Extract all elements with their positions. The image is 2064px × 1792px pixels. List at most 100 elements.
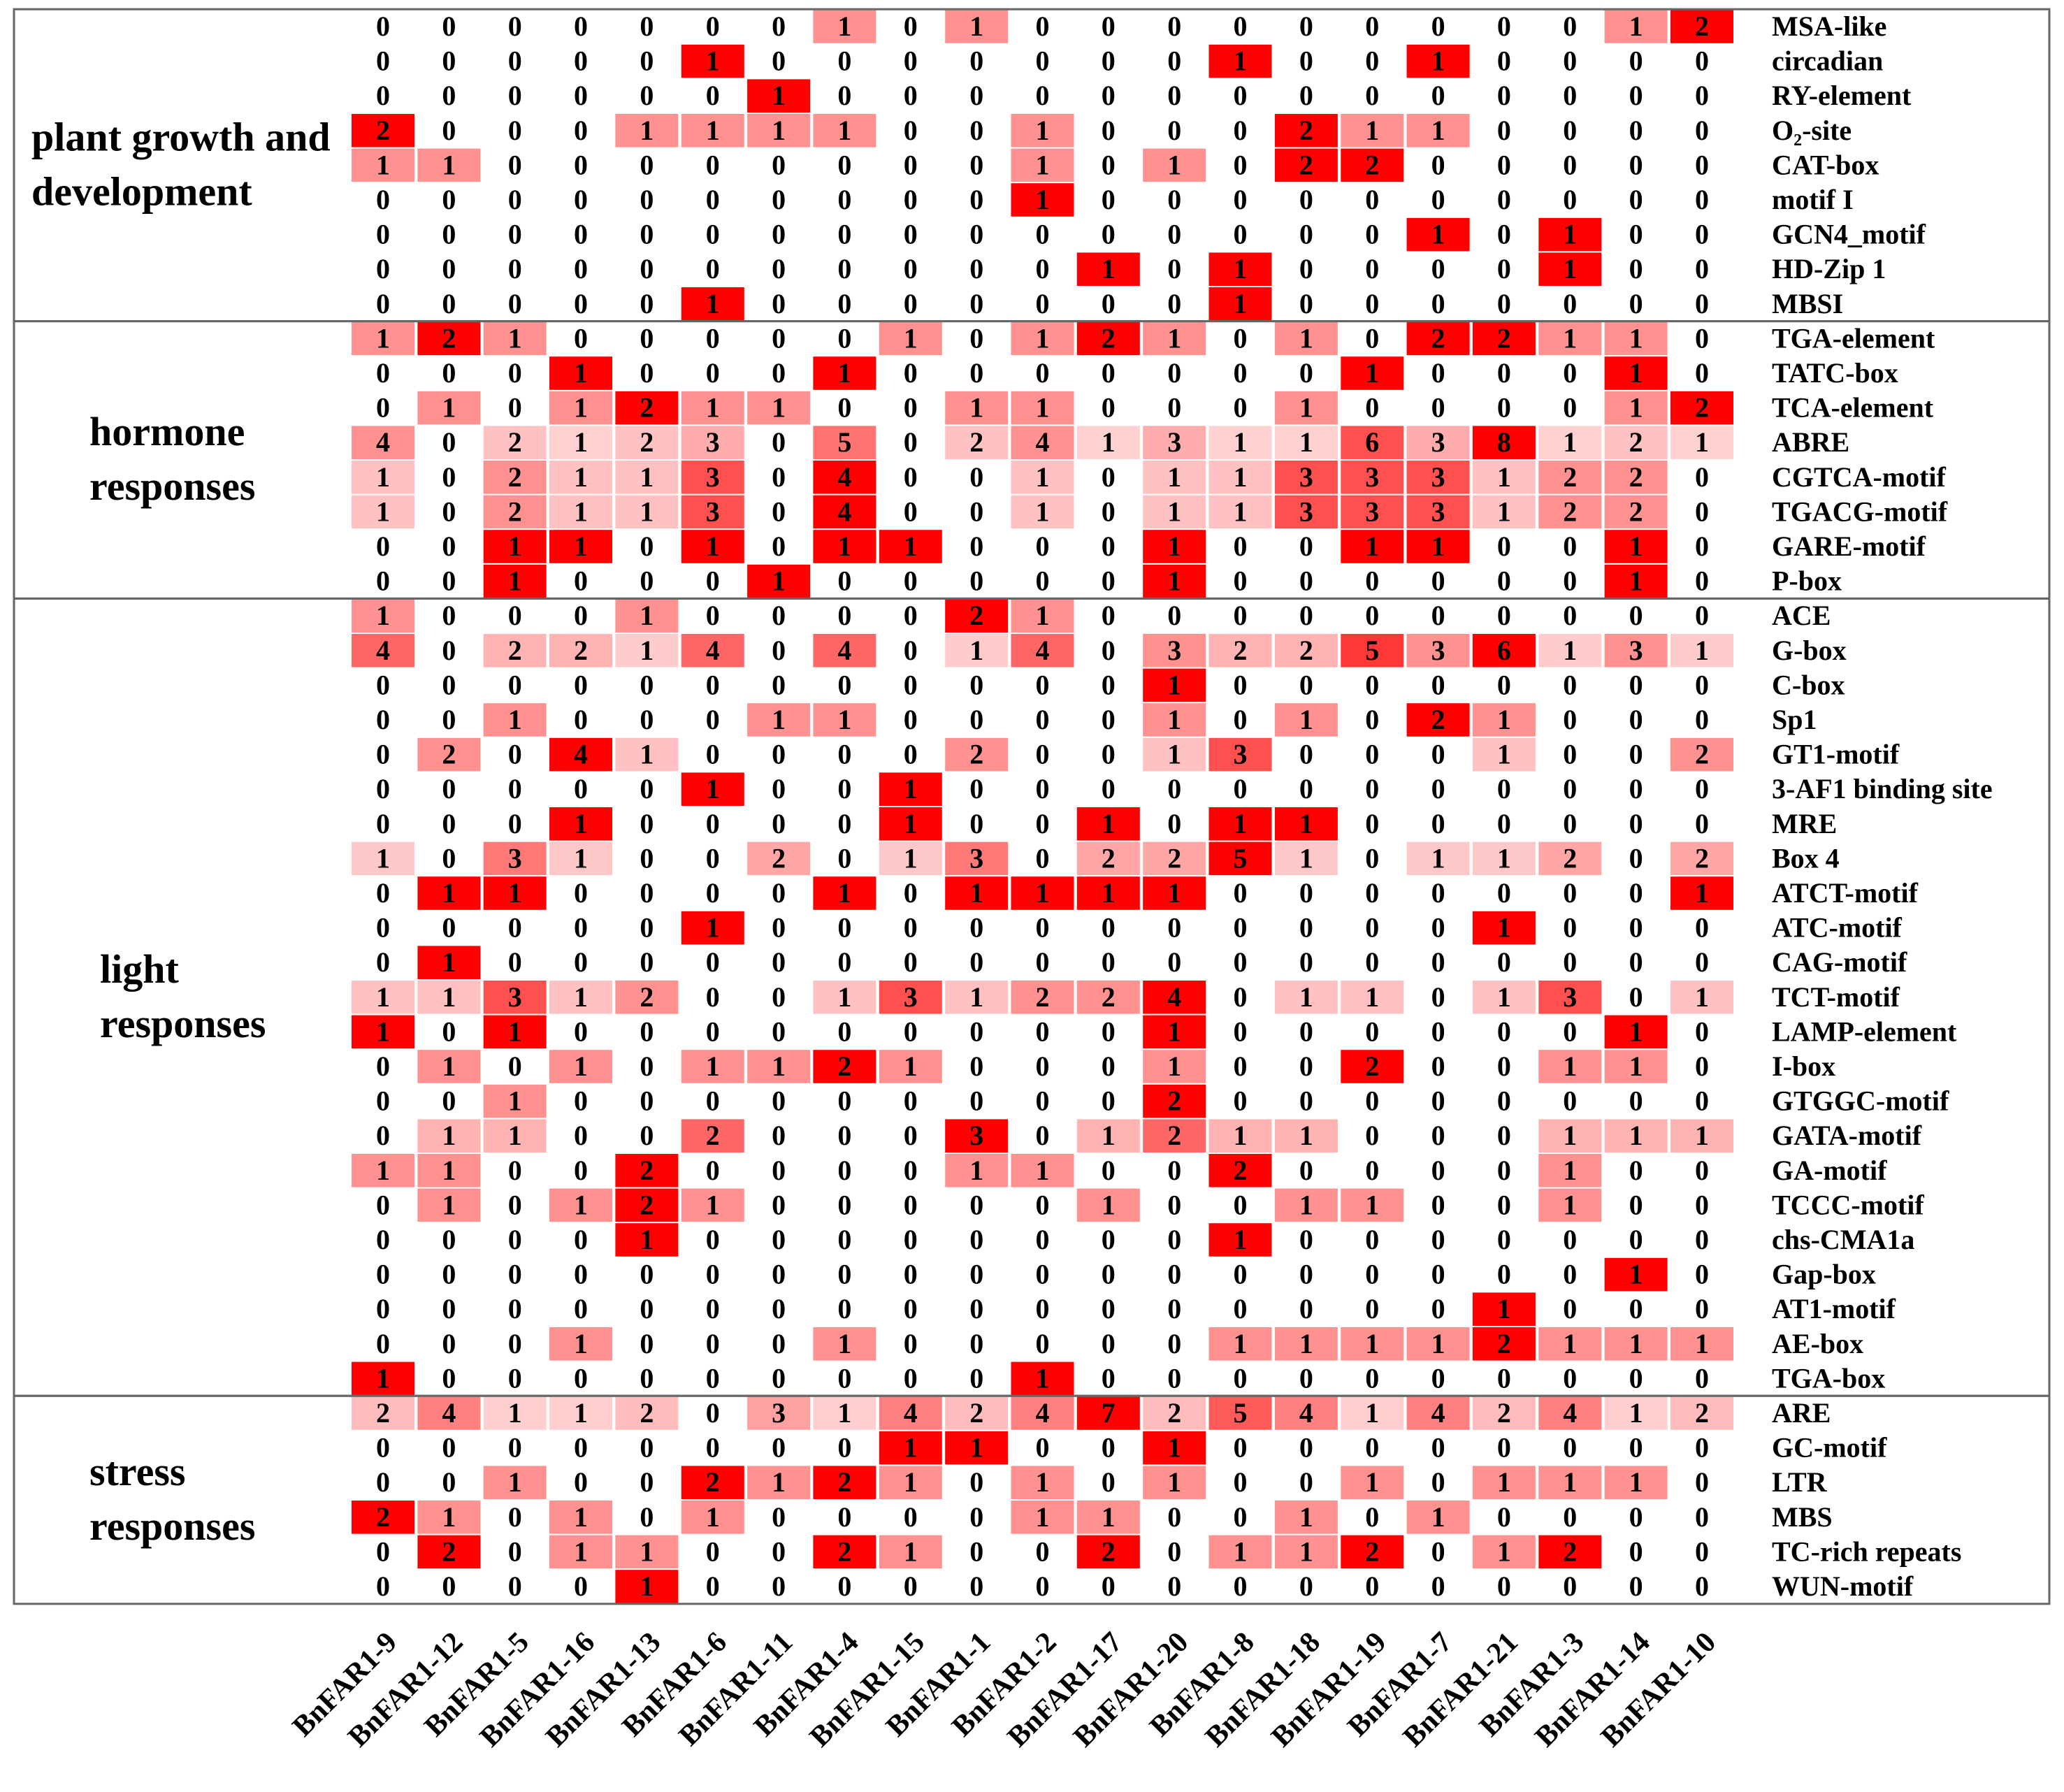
heat-cell xyxy=(813,703,876,737)
cell-value: 0 xyxy=(508,912,522,944)
cell-value: 0 xyxy=(1629,115,1643,146)
cell-value: 0 xyxy=(837,565,851,597)
cell-value: 0 xyxy=(904,1224,918,1255)
cell-value: 0 xyxy=(1036,946,1050,978)
cell-value: 0 xyxy=(772,1432,786,1464)
cell-value: 0 xyxy=(442,808,456,839)
cell-value: 0 xyxy=(1365,773,1379,804)
cell-value: 0 xyxy=(1365,253,1379,284)
cell-value: 0 xyxy=(1102,1328,1116,1359)
cell-value: 0 xyxy=(640,704,654,735)
heat-cell xyxy=(1472,1466,1536,1499)
cell-value: 2 xyxy=(1299,635,1313,666)
heat-cell xyxy=(417,1050,481,1083)
heat-cell xyxy=(1076,1396,1140,1430)
heat-cell xyxy=(1274,461,1338,494)
cell-value: 0 xyxy=(904,149,918,180)
cell-value: 1 xyxy=(1563,1155,1577,1186)
cell-value: 0 xyxy=(640,1501,654,1533)
cell-value: 0 xyxy=(376,773,390,804)
cell-value: 1 xyxy=(376,1362,390,1394)
heat-cell xyxy=(352,426,414,459)
cell-value: 1 xyxy=(969,1432,983,1464)
cell-value: 1 xyxy=(969,10,983,42)
cell-value: 0 xyxy=(904,288,918,319)
cell-value: 0 xyxy=(1102,461,1116,493)
cell-value: 0 xyxy=(376,1432,390,1464)
cell-value: 0 xyxy=(442,219,456,250)
cell-value: 0 xyxy=(1365,80,1379,111)
cell-value: 0 xyxy=(1563,600,1577,631)
cell-value: 1 xyxy=(1365,115,1379,146)
cell-value: 0 xyxy=(640,773,654,804)
heat-cell xyxy=(483,530,547,563)
heat-cell xyxy=(549,1327,612,1361)
cell-value: 1 xyxy=(1234,808,1248,839)
cell-value: 0 xyxy=(904,912,918,944)
heat-cell xyxy=(681,911,744,945)
cell-value: 0 xyxy=(1365,600,1379,631)
cell-value: 0 xyxy=(969,565,983,597)
heat-cell xyxy=(1406,44,1470,78)
heat-cell xyxy=(615,981,679,1014)
cell-value: 0 xyxy=(1431,565,1445,597)
heat-cell xyxy=(417,876,481,910)
cell-value: 0 xyxy=(1695,600,1709,631)
row-label: CAT-box xyxy=(1772,149,1879,180)
cell-value: 0 xyxy=(772,1189,786,1220)
cell-value: 2 xyxy=(837,1466,851,1498)
cell-value: 1 xyxy=(376,496,390,527)
heat-cell xyxy=(681,530,744,563)
cell-value: 0 xyxy=(837,288,851,319)
cell-value: 0 xyxy=(1299,253,1313,284)
cell-value: 0 xyxy=(1497,877,1511,909)
cell-value: 1 xyxy=(1036,1155,1050,1186)
heat-cell xyxy=(549,1535,612,1569)
cell-value: 0 xyxy=(904,461,918,493)
cell-value: 0 xyxy=(508,1155,522,1186)
cell-value: 0 xyxy=(904,80,918,111)
heat-cell xyxy=(813,530,876,563)
cell-value: 2 xyxy=(1167,1120,1181,1151)
heat-cell xyxy=(352,321,414,356)
cell-value: 0 xyxy=(837,253,851,284)
cell-value: 0 xyxy=(1102,773,1116,804)
cell-value: 1 xyxy=(904,842,918,874)
cell-value: 0 xyxy=(1234,600,1248,631)
heat-cell xyxy=(615,1223,679,1257)
heat-cell xyxy=(747,1466,811,1499)
cell-value: 0 xyxy=(1629,773,1643,804)
heat-cell xyxy=(1538,426,1602,459)
cell-value: 0 xyxy=(640,842,654,874)
cell-value: 0 xyxy=(508,253,522,284)
heat-cell xyxy=(615,737,679,772)
cell-value: 0 xyxy=(1299,80,1313,111)
cell-value: 0 xyxy=(969,1016,983,1047)
cell-value: 1 xyxy=(376,149,390,180)
cell-value: 0 xyxy=(574,704,588,735)
cell-value: 0 xyxy=(772,669,786,700)
cell-value: 0 xyxy=(1497,1189,1511,1220)
cell-value: 1 xyxy=(508,704,522,735)
heat-cell xyxy=(483,461,547,494)
heat-cell xyxy=(1143,703,1206,737)
cell-value: 0 xyxy=(442,1466,456,1498)
cell-value: 1 xyxy=(574,1328,588,1359)
cell-value: 1 xyxy=(640,115,654,146)
cell-value: 0 xyxy=(772,1120,786,1151)
group-label: responses xyxy=(89,1503,255,1549)
cell-value: 0 xyxy=(376,1120,390,1151)
cell-value: 1 xyxy=(1497,1466,1511,1498)
cell-value: 1 xyxy=(1036,184,1050,215)
cell-value: 0 xyxy=(969,1085,983,1117)
cell-value: 0 xyxy=(1234,219,1248,250)
cell-value: 2 xyxy=(1167,842,1181,874)
cell-value: 0 xyxy=(904,392,918,424)
heat-cell xyxy=(549,426,612,459)
cell-value: 0 xyxy=(376,530,390,562)
cell-value: 1 xyxy=(969,877,983,909)
heat-cell xyxy=(945,1431,1009,1465)
cell-value: 0 xyxy=(772,426,786,458)
cell-value: 1 xyxy=(772,565,786,597)
cell-value: 0 xyxy=(837,946,851,978)
